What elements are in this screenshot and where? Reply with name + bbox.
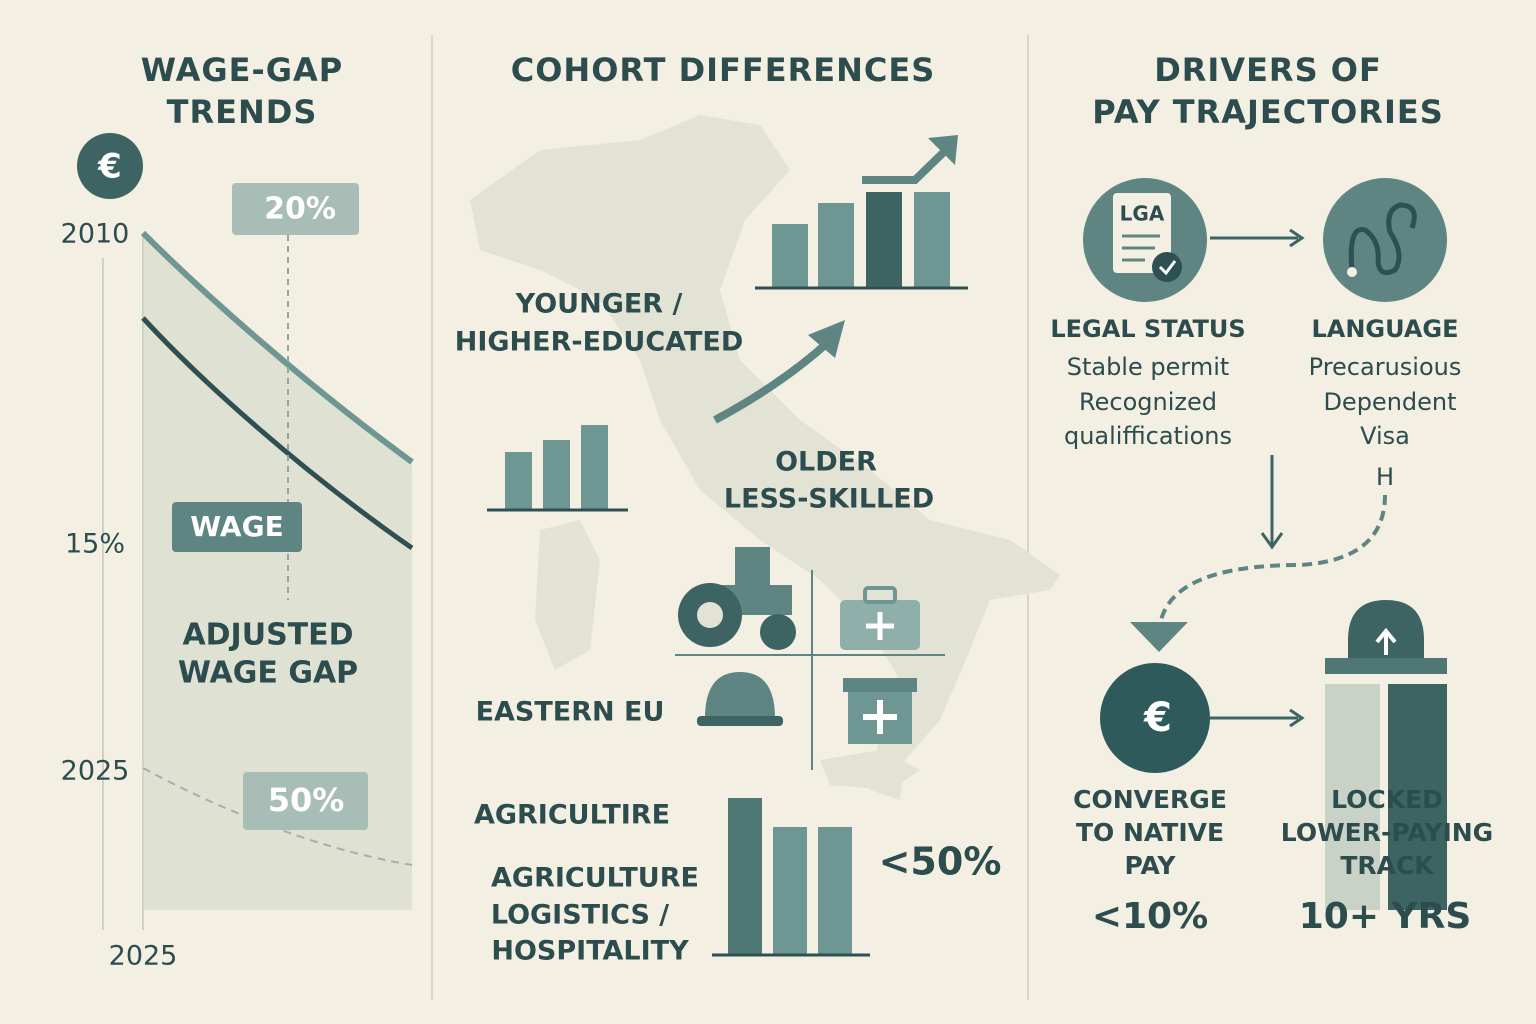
sector-label: LOGISTICS / [491,900,669,931]
helmet-brim [697,716,783,726]
plus-sign [866,612,894,640]
callout-text: WAGE [190,510,283,543]
squiggle-end [1347,267,1357,277]
tractor-cab [735,547,770,592]
lock-band [1325,658,1447,674]
squiggle [1348,202,1417,276]
cohort-label: YOUNGER / [515,289,683,320]
flow-curve-head [1130,622,1188,652]
callout [172,502,302,552]
callout-text: 50% [268,781,345,819]
share-figure: <50% [879,840,1002,884]
helmet [705,672,775,718]
driver-text: Precarusious [1309,353,1462,381]
curved-arrow [713,342,828,424]
flow-arrow-head [1289,228,1305,248]
area [143,233,412,910]
language-icon [1323,178,1447,302]
suitcase-handle [863,586,897,604]
cohort-label: OLDER [775,447,877,478]
callout-text: 20% [264,192,336,227]
medkit-lid [843,678,917,692]
axis-label: 2025 [109,941,178,972]
outcome-heading: LOWER-PAYING [1281,818,1493,847]
panel-title: COHORT DIFFERENCES [511,51,936,89]
flow-curve [1158,494,1387,626]
icon-bar [505,452,532,510]
icon-bar [773,827,807,955]
marker: H [1376,463,1394,491]
sector-label: AGRICULTIRE [474,800,670,831]
map-island [820,750,920,790]
callout [232,183,359,235]
converge-icon [1100,663,1210,773]
document-text: LGA [1120,202,1165,226]
icon-bar [543,440,570,510]
plus-sign [863,700,897,734]
cohort-label: HIGHER-EDUCATED [455,327,744,358]
euro-symbol: € [1143,695,1172,741]
icon-bar [728,798,762,955]
panel-title: DRIVERS OF [1154,51,1382,89]
panel-title: PAY TRAJECTORIES [1092,93,1444,131]
check-badge [1152,252,1182,282]
sector-label: HOSPITALITY [491,936,689,967]
euro-icon [77,133,143,199]
axis-label: 2010 [61,219,130,250]
origin-label: EASTERN EU [476,697,665,728]
callout [243,772,368,830]
axis-label: 15% [65,529,125,560]
panel-title: TRENDS [167,93,318,131]
tractor-wheel [760,614,796,650]
cohort-label: LESS-SKILLED [724,484,934,515]
annotation: WAGE GAP [178,656,358,691]
outcome-heading: LOCKED [1331,785,1443,814]
driver-text: Recognized [1079,388,1217,416]
icon-bar [772,224,808,287]
driver-text: qualiffications [1064,422,1232,450]
trend-line [140,230,414,465]
driver-heading: LEGAL STATUS [1050,315,1245,343]
lock-arrow [1375,627,1397,655]
sector-label: AGRICULTURE [491,863,699,894]
driver-heading: LANGUAGE [1311,315,1458,343]
icon-bar [818,827,852,955]
flow-arrow-head [1260,532,1284,550]
icon-bar [581,425,608,510]
outcome-heading: CONVERGE [1073,785,1227,814]
track-block [1388,684,1447,910]
driver-text: Dependent [1323,388,1456,416]
icon-bar [914,192,950,287]
driver-text: Visa [1360,422,1410,450]
document [1113,193,1171,273]
map-island [535,520,600,670]
panel-title: WAGE-GAP [141,51,344,89]
document-lines [1122,234,1160,262]
icon-bar [818,203,854,287]
icon-bar [866,192,902,287]
tractor-hub [697,602,723,628]
trend-line [141,316,414,551]
outcome-figure: 10+ YRS [1299,896,1472,937]
axis-label: 2025 [61,756,130,787]
euro-symbol: € [97,147,122,187]
flow-arrow-head [1289,708,1305,728]
check-mark [1158,260,1177,276]
annotation: ADJUSTED [182,618,353,653]
outcome-heading: TRACK [1340,851,1435,880]
driver-text: Stable permit [1067,353,1230,381]
track-block [1325,684,1380,910]
icon-arrow [862,145,951,184]
outcome-figure: <10% [1092,896,1208,937]
outcome-heading: TO NATIVE [1076,818,1224,847]
curved-arrow-head [808,320,845,358]
outcome-heading: PAY [1124,851,1176,880]
icon-arrow-head [928,135,958,165]
